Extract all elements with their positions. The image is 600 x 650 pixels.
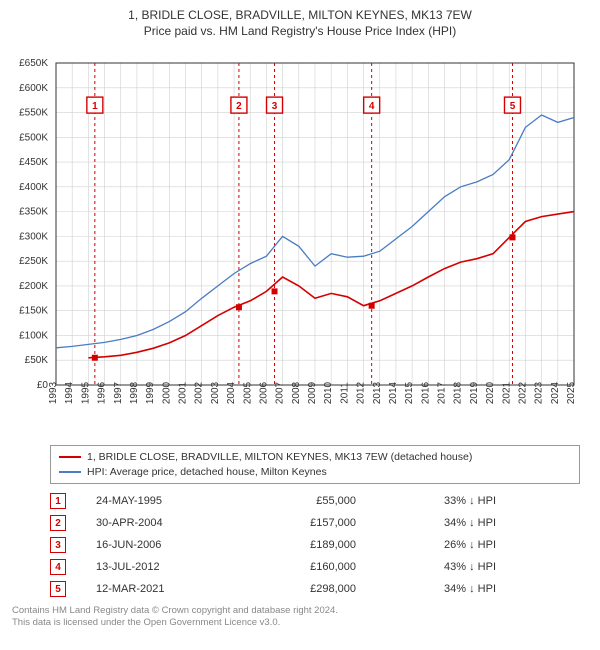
svg-text:2006: 2006 xyxy=(258,381,269,404)
svg-text:1999: 1999 xyxy=(145,381,156,404)
sale-date: 13-JUL-2012 xyxy=(96,561,246,573)
svg-text:2010: 2010 xyxy=(323,381,334,404)
svg-text:£0: £0 xyxy=(37,380,49,391)
svg-text:5: 5 xyxy=(510,101,516,112)
svg-text:£350K: £350K xyxy=(19,207,48,218)
svg-text:1996: 1996 xyxy=(97,381,108,404)
svg-text:2023: 2023 xyxy=(534,381,545,404)
svg-text:2007: 2007 xyxy=(275,381,286,404)
svg-text:£50K: £50K xyxy=(25,355,49,366)
sale-marker-icon: 4 xyxy=(50,559,66,575)
legend-row-property: 1, BRIDLE CLOSE, BRADVILLE, MILTON KEYNE… xyxy=(59,450,571,465)
svg-text:2012: 2012 xyxy=(356,381,367,404)
sales-row: 4 13-JUL-2012£160,00043% ↓ HPI xyxy=(50,556,580,578)
svg-text:2025: 2025 xyxy=(566,381,577,404)
svg-text:1998: 1998 xyxy=(129,381,140,404)
svg-text:£100K: £100K xyxy=(19,330,48,341)
svg-text:2004: 2004 xyxy=(226,381,237,404)
svg-text:3: 3 xyxy=(272,101,278,112)
svg-text:2005: 2005 xyxy=(242,381,253,404)
legend-label-property: 1, BRIDLE CLOSE, BRADVILLE, MILTON KEYNE… xyxy=(87,450,472,465)
svg-text:2009: 2009 xyxy=(307,381,318,404)
svg-text:2011: 2011 xyxy=(339,382,350,404)
svg-text:£650K: £650K xyxy=(19,58,48,69)
svg-text:£200K: £200K xyxy=(19,281,48,292)
legend-swatch-property xyxy=(59,456,81,458)
svg-text:2018: 2018 xyxy=(453,381,464,404)
legend-row-hpi: HPI: Average price, detached house, Milt… xyxy=(59,465,571,480)
svg-text:2002: 2002 xyxy=(194,381,205,404)
legend: 1, BRIDLE CLOSE, BRADVILLE, MILTON KEYNE… xyxy=(50,445,580,484)
svg-text:1: 1 xyxy=(92,101,98,112)
svg-text:£150K: £150K xyxy=(19,306,48,317)
svg-text:2003: 2003 xyxy=(210,381,221,404)
svg-text:2: 2 xyxy=(236,101,242,112)
sale-price: £55,000 xyxy=(246,495,386,507)
svg-text:2020: 2020 xyxy=(485,381,496,404)
svg-text:£500K: £500K xyxy=(19,132,48,143)
sale-price: £160,000 xyxy=(246,561,386,573)
svg-text:£450K: £450K xyxy=(19,157,48,168)
sale-date: 24-MAY-1995 xyxy=(96,495,246,507)
svg-text:£300K: £300K xyxy=(19,231,48,242)
svg-text:2000: 2000 xyxy=(161,381,172,404)
footer: Contains HM Land Registry data © Crown c… xyxy=(12,605,338,630)
legend-label-hpi: HPI: Average price, detached house, Milt… xyxy=(87,465,327,480)
svg-text:1997: 1997 xyxy=(113,381,124,404)
svg-text:£550K: £550K xyxy=(19,108,48,119)
svg-text:2008: 2008 xyxy=(291,381,302,404)
sale-pct: 34% ↓ HPI xyxy=(386,583,496,595)
footer-line1: Contains HM Land Registry data © Crown c… xyxy=(12,605,338,617)
svg-text:2017: 2017 xyxy=(437,381,448,404)
sale-price: £157,000 xyxy=(246,517,386,529)
sale-marker-icon: 1 xyxy=(50,493,66,509)
chart-title: 1, BRIDLE CLOSE, BRADVILLE, MILTON KEYNE… xyxy=(0,0,600,39)
svg-text:1994: 1994 xyxy=(64,381,75,404)
title-line1: 1, BRIDLE CLOSE, BRADVILLE, MILTON KEYNE… xyxy=(0,8,600,24)
sale-pct: 33% ↓ HPI xyxy=(386,495,496,507)
title-line2: Price paid vs. HM Land Registry's House … xyxy=(0,24,600,40)
sales-row: 2 30-APR-2004£157,00034% ↓ HPI xyxy=(50,512,580,534)
sales-row: 5 12-MAR-2021£298,00034% ↓ HPI xyxy=(50,578,580,600)
sale-date: 16-JUN-2006 xyxy=(96,539,246,551)
svg-text:£250K: £250K xyxy=(19,256,48,267)
sales-table: 1 24-MAY-1995£55,00033% ↓ HPI 2 30-APR-2004… xyxy=(50,490,580,600)
svg-text:2001: 2001 xyxy=(178,381,189,404)
svg-text:1993: 1993 xyxy=(48,381,59,404)
svg-text:2015: 2015 xyxy=(404,381,415,404)
svg-text:£400K: £400K xyxy=(19,182,48,193)
sales-row: 3 16-JUN-2006£189,00026% ↓ HPI xyxy=(50,534,580,556)
sale-price: £298,000 xyxy=(246,583,386,595)
svg-text:2016: 2016 xyxy=(420,381,431,404)
sale-pct: 26% ↓ HPI xyxy=(386,539,496,551)
sales-row: 1 24-MAY-1995£55,00033% ↓ HPI xyxy=(50,490,580,512)
svg-text:2024: 2024 xyxy=(550,381,561,404)
footer-line2: This data is licensed under the Open Gov… xyxy=(12,617,338,629)
sale-marker-icon: 5 xyxy=(50,581,66,597)
legend-swatch-hpi xyxy=(59,471,81,473)
sale-price: £189,000 xyxy=(246,539,386,551)
svg-text:£600K: £600K xyxy=(19,83,48,94)
svg-text:2022: 2022 xyxy=(517,381,528,404)
svg-text:1995: 1995 xyxy=(80,381,91,404)
sale-pct: 34% ↓ HPI xyxy=(386,517,496,529)
svg-text:2013: 2013 xyxy=(372,381,383,404)
svg-text:2014: 2014 xyxy=(388,381,399,404)
sale-marker-icon: 3 xyxy=(50,537,66,553)
chart: 12345£0£50K£100K£150K£200K£250K£300K£350… xyxy=(50,55,580,435)
svg-text:2019: 2019 xyxy=(469,381,480,404)
sale-marker-icon: 2 xyxy=(50,515,66,531)
svg-text:4: 4 xyxy=(369,101,375,112)
svg-text:2021: 2021 xyxy=(501,381,512,404)
sale-date: 30-APR-2004 xyxy=(96,517,246,529)
sale-date: 12-MAR-2021 xyxy=(96,583,246,595)
sale-pct: 43% ↓ HPI xyxy=(386,561,496,573)
